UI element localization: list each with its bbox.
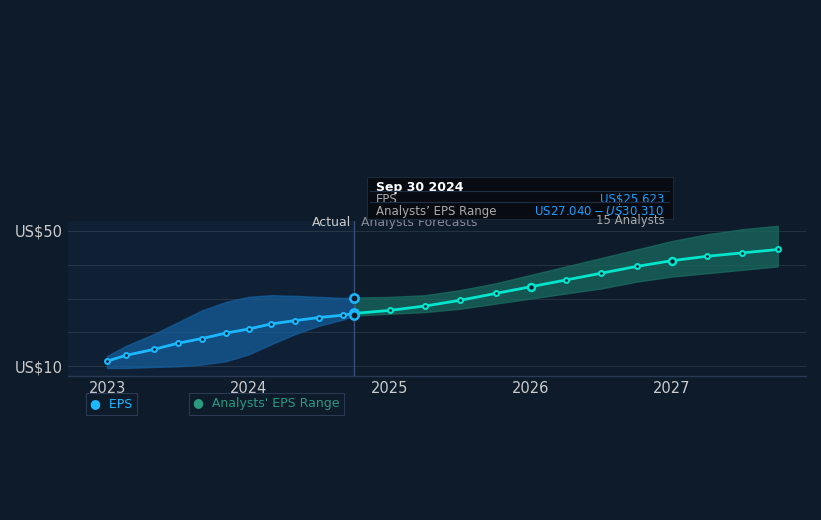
Bar — [68, 220, 355, 376]
Text: ●  Analysts' EPS Range: ● Analysts' EPS Range — [193, 397, 340, 410]
Text: ●  EPS: ● EPS — [90, 397, 132, 410]
Text: Actual: Actual — [312, 216, 351, 229]
Text: Sep 30 2024: Sep 30 2024 — [376, 181, 463, 194]
Text: Analysts Forecasts: Analysts Forecasts — [361, 216, 478, 229]
Text: EPS: EPS — [376, 193, 397, 206]
Text: US$27.040 - US$30.310: US$27.040 - US$30.310 — [534, 205, 664, 218]
FancyBboxPatch shape — [367, 177, 673, 219]
Text: Analysts’ EPS Range: Analysts’ EPS Range — [376, 205, 496, 218]
Text: US$25.623: US$25.623 — [600, 193, 664, 206]
Text: 15 Analysts: 15 Analysts — [595, 214, 664, 227]
